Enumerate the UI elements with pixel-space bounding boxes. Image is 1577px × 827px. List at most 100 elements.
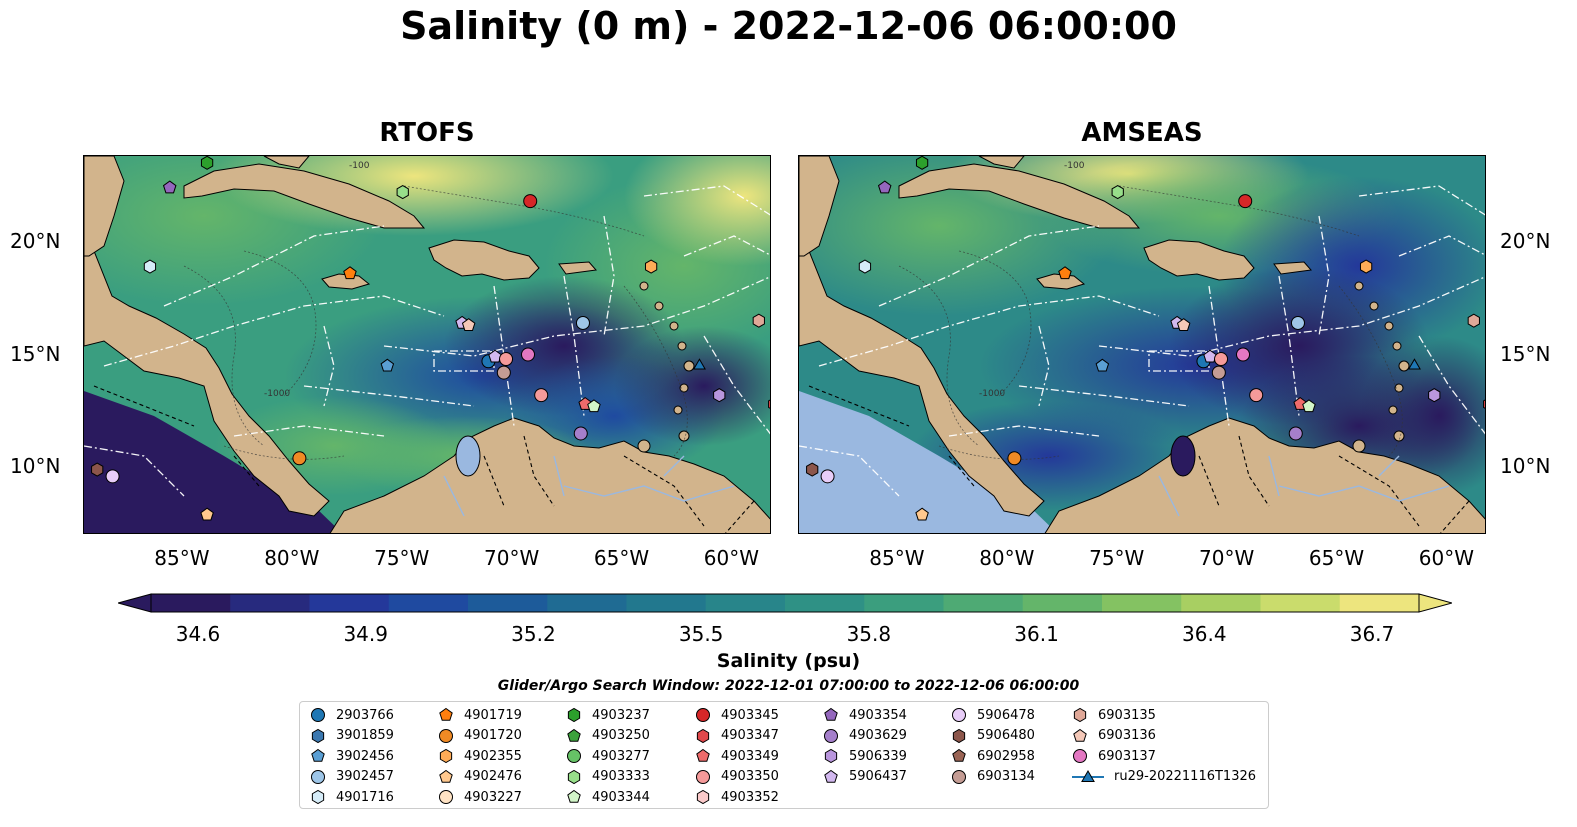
legend: 2903766 3901859 3902456 3902457 4901716 49017…: [299, 701, 1269, 809]
float-marker-5906437[interactable]: [1203, 349, 1217, 363]
float-marker-4902476[interactable]: [200, 507, 214, 521]
float-marker-4903333[interactable]: [396, 185, 409, 200]
south-america-land: [329, 417, 770, 533]
legend-item: 4903250: [566, 726, 650, 746]
float-marker-4903333[interactable]: [1111, 185, 1124, 200]
float-marker-4901719[interactable]: [343, 266, 357, 280]
legend-marker: [1073, 707, 1087, 723]
legend-item: 4903333: [566, 767, 650, 787]
float-marker-ru29-20221116T1326[interactable]: [1407, 358, 1421, 370]
float-marker-5906339[interactable]: [1428, 388, 1441, 403]
float-marker-4902355[interactable]: [644, 259, 658, 274]
float-marker-4903344[interactable]: [1302, 399, 1316, 413]
float-marker-4903629[interactable]: [573, 426, 588, 441]
legend-label: 4903344: [592, 789, 650, 805]
legend-item: 4902476: [438, 767, 522, 787]
float-marker-5906437[interactable]: [488, 349, 502, 363]
float-marker-ru29-20221116T1326[interactable]: [692, 358, 706, 370]
legend-item: 3901859: [310, 726, 394, 746]
rtofs-map-svg: -100 -1000: [84, 156, 771, 533]
float-marker-4903350[interactable]: [534, 388, 549, 403]
float-marker-5906478[interactable]: [820, 469, 835, 484]
legend-item: 5906437: [823, 767, 907, 787]
legend-label: 4901719: [464, 707, 522, 723]
float-marker-4901716[interactable]: [143, 259, 157, 274]
float-marker-5906480[interactable]: [91, 462, 104, 477]
legend-marker: [439, 748, 453, 764]
legend-item: 4903349: [695, 746, 779, 766]
float-marker-4903350[interactable]: [499, 352, 514, 367]
float-marker-6903134[interactable]: [496, 365, 511, 380]
x-tick-label: 75°W: [1089, 546, 1145, 570]
float-marker-6903137[interactable]: [1236, 347, 1251, 362]
colorbar-segment: [388, 594, 469, 612]
y-tick-label: 20°N: [10, 228, 61, 253]
float-marker-5906478[interactable]: [105, 469, 120, 484]
float-marker-4901720[interactable]: [1007, 451, 1022, 466]
float-marker-4903350[interactable]: [1214, 352, 1229, 367]
legend-marker: [824, 728, 838, 743]
y-tick-label: 15°N: [10, 341, 61, 366]
contour-label: -1000: [979, 389, 1005, 399]
amseas-map[interactable]: -100 -1000: [798, 155, 1486, 534]
float-marker-4903354[interactable]: [877, 180, 892, 194]
legend-marker: [439, 769, 453, 783]
colorbar-segment: [309, 594, 390, 612]
float-marker-6903136[interactable]: [1176, 318, 1191, 331]
central-america-land: [799, 156, 1045, 517]
float-marker-6903135[interactable]: [752, 313, 765, 328]
legend-label: 6903137: [1098, 748, 1156, 764]
float-marker-3902457[interactable]: [575, 315, 590, 330]
x-tick-label: 80°W: [979, 546, 1035, 570]
float-marker-6903135[interactable]: [1467, 313, 1480, 328]
legend-item: 4901716: [310, 787, 394, 807]
legend-marker: [824, 707, 838, 721]
legend-label: 3902457: [336, 769, 394, 784]
float-marker-6903134[interactable]: [1211, 365, 1226, 380]
legend-marker: [952, 728, 966, 743]
float-marker-5906339[interactable]: [713, 388, 726, 403]
legend-marker: [439, 728, 453, 743]
legend-item: 4902355: [438, 746, 522, 766]
legend-item: 5906339: [823, 746, 907, 766]
rtofs-map[interactable]: -100 -1000: [83, 155, 771, 534]
colorbar-segment: [1022, 594, 1103, 612]
float-marker-4903345[interactable]: [523, 194, 538, 209]
float-marker-4901719[interactable]: [1058, 266, 1072, 280]
float-marker-4902355[interactable]: [1359, 259, 1373, 274]
legend-label: 5906480: [977, 728, 1035, 743]
float-marker-4903237[interactable]: [200, 156, 214, 170]
float-marker-6903136[interactable]: [461, 318, 476, 331]
float-marker-6903137[interactable]: [521, 347, 536, 362]
float-marker-5906480[interactable]: [806, 462, 819, 477]
legend-label: ru29-20221116T1326: [1114, 769, 1257, 784]
float-marker-4903354[interactable]: [162, 180, 177, 194]
float-marker-4903629[interactable]: [1288, 426, 1303, 441]
float-marker-4903347[interactable]: [768, 398, 771, 411]
float-marker-4903344[interactable]: [587, 399, 601, 413]
colorbar-segment: [230, 594, 310, 612]
legend-label: 5906437: [849, 769, 907, 784]
float-marker-4901720[interactable]: [292, 451, 307, 466]
float-marker-3902456[interactable]: [1095, 358, 1110, 372]
float-marker-3902456[interactable]: [380, 358, 395, 372]
legend-marker: [567, 749, 581, 763]
float-marker-4903347[interactable]: [1483, 398, 1486, 411]
legend-item: 6903134: [951, 767, 1035, 787]
float-marker-4901716[interactable]: [858, 259, 872, 274]
float-marker-4903345[interactable]: [1238, 194, 1253, 209]
colorbar-segment: [1260, 594, 1341, 612]
legend-item: 3902457: [310, 767, 394, 787]
legend-item: 4903629: [823, 726, 907, 746]
legend-item: 6903137: [1072, 746, 1156, 766]
x-tick-label: 80°W: [264, 546, 320, 570]
float-marker-4903237[interactable]: [915, 156, 929, 170]
legend-label: 4903349: [721, 748, 779, 764]
legend-label: 4903354: [849, 707, 907, 723]
legend-label: 4903345: [721, 707, 779, 723]
legend-label: 4903333: [592, 769, 650, 784]
float-marker-3902457[interactable]: [1290, 315, 1305, 330]
float-marker-4903350[interactable]: [1249, 388, 1264, 403]
contour-label: -100: [349, 161, 370, 171]
float-marker-4902476[interactable]: [915, 507, 929, 521]
